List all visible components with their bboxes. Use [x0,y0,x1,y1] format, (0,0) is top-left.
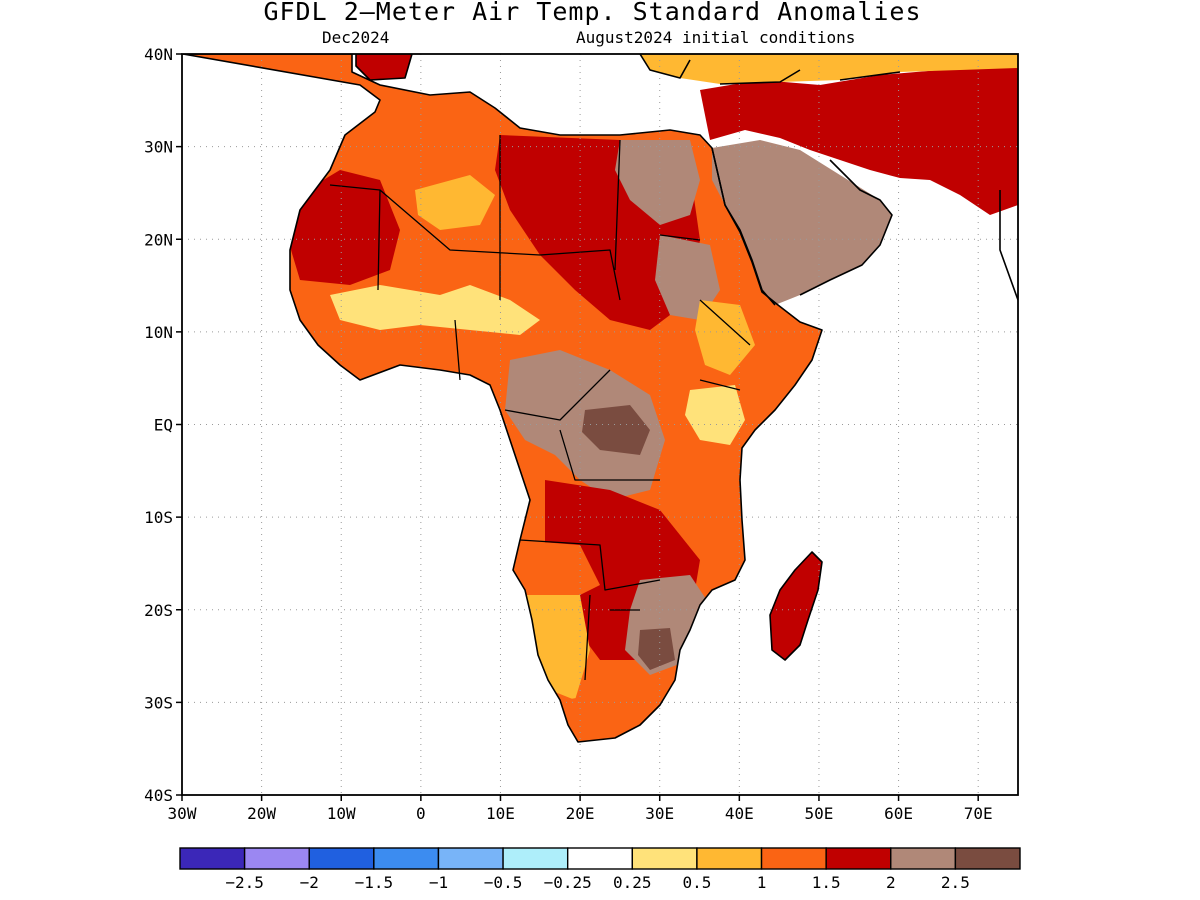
legend-label: 1.5 [812,873,841,892]
legend-swatch [179,847,246,870]
coastlines [182,54,1018,743]
legend-swatch [566,847,634,870]
iberia-strip [356,54,412,80]
europe-coast-strip [640,54,1018,84]
country-borders [329,135,751,681]
lat-tick-label: 10N [144,323,173,342]
legend-swatch [696,847,763,870]
patch-egypt-brown [615,140,700,225]
patch-east-africa-light [685,385,745,445]
legend-swatch [825,847,892,870]
persian-gulf-coast [799,159,893,296]
legend-label: 2 [886,873,896,892]
lon-tick-label: 20E [566,804,595,823]
patch-se-dark-brown [638,628,675,670]
madagascar [770,552,822,660]
legend-label: −1.5 [355,873,394,892]
legend-swatch [760,847,827,870]
lon-tick-label: 70E [964,804,993,823]
legend-label: 1 [757,873,767,892]
lon-tick-label: 60E [884,804,913,823]
legend-swatch [890,847,957,870]
latitude-axis: 40N 30N 20N 10N EQ 10S 20S 30S 40S [144,45,182,805]
legend-swatch [243,847,310,870]
legend-label: 0.5 [682,873,711,892]
lon-tick-label: 0 [416,804,426,823]
forecast-month: Dec2024 [322,28,390,47]
lon-tick-label: 10W [327,804,356,823]
color-legend: −2.5 −2 −1.5 −1 −0.5 −0.25 0.25 0.5 1 1.5 2 2.5 [179,847,1021,892]
legend-swatch [437,847,504,870]
lat-tick-label: 30N [144,138,173,157]
legend-label: −2.5 [225,873,264,892]
lat-tick-label: 30S [144,693,173,712]
madagascar-coastline [769,551,823,661]
lon-tick-label: 10E [486,804,515,823]
lat-tick-label: 10S [144,508,173,527]
lon-tick-label: 50E [804,804,833,823]
europe-coastline [355,54,901,85]
lat-tick-label: EQ [154,416,173,435]
legend-label: −1 [429,873,448,892]
patch-congo-dark-brown [582,405,650,455]
lon-tick-label: 30W [168,804,197,823]
africa-coastline [182,54,823,743]
patch-namibia-yellow [525,595,590,700]
lat-tick-label: 40S [144,786,173,805]
map-title: GFDL 2–Meter Air Temp. Standard Anomalie… [263,0,922,26]
longitude-axis: 30W 20W 10W 0 10E 20E 30E 40E 50E 60E 70E [168,795,993,823]
lat-tick-label: 20N [144,230,173,249]
legend-label: −0.25 [544,873,592,892]
initial-conditions: August2024 initial conditions [576,28,856,47]
lon-tick-label: 40E [725,804,754,823]
legend-label: −2 [300,873,319,892]
arabia-landmass [712,140,892,305]
middle-east-landmass [700,60,1018,215]
graticule [182,54,1018,795]
legend-label: 0.25 [613,873,652,892]
lat-tick-label: 40N [144,45,173,64]
lon-tick-label: 20W [247,804,276,823]
lat-tick-label: 20S [144,601,173,620]
lon-tick-label: 30E [645,804,674,823]
patch-ethiopia-yellow [695,300,755,375]
patch-nw-red [288,170,400,285]
patch-sudan-brown [655,235,720,320]
legend-swatch [631,847,698,870]
patch-angola-orange [515,540,600,600]
india-coast [999,190,1018,301]
legend-swatch [373,847,440,870]
patch-sahara-orange-yellow [415,175,495,230]
legend-swatch [502,847,569,870]
legend-swatch [308,847,375,870]
red-sea-coast [711,147,776,306]
patch-south-tip-orange [565,690,650,738]
patch-sahel-light [330,285,540,335]
legend-label: 2.5 [941,873,970,892]
legend-swatch [954,847,1021,870]
legend-label: −0.5 [484,873,523,892]
